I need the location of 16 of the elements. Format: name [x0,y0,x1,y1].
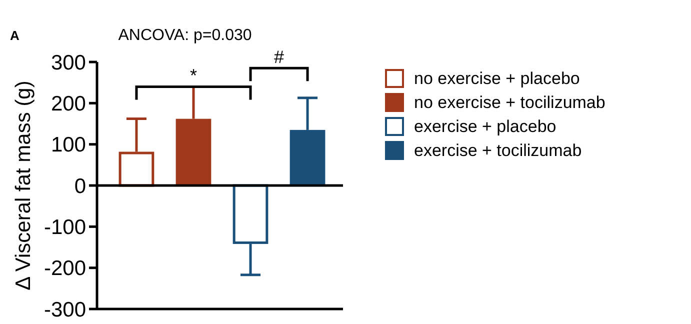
y-tick-label: -100 [44,216,86,240]
legend-label: no exercise + tocilizumab [414,92,606,112]
y-tick-label: 100 [50,134,86,157]
y-tick-label: 300 [50,51,86,74]
annotation: # [274,47,284,68]
y-tick-label: -200 [44,257,86,280]
annotation: * [190,66,197,86]
y-tick-label: 200 [50,92,86,116]
text: ANCOVA: p=0.030 [118,27,252,44]
legend-label: exercise + placebo [414,116,556,136]
legend-label: no exercise + placebo [414,68,580,88]
legend-label: exercise + tocilizumab [414,140,582,160]
text: A [10,28,20,43]
y-axis-title: Δ Visceral fat mass (g) [12,80,35,290]
y-tick-label: 0 [74,174,86,198]
y-tick-label: -300 [44,298,86,322]
